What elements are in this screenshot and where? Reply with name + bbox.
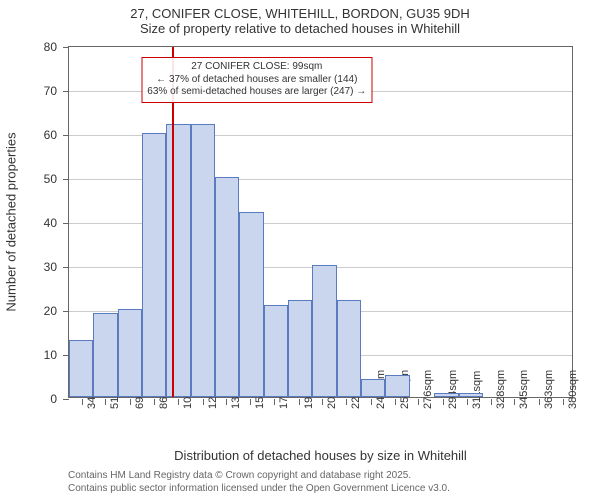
plot-area: 0102030405060708034sqm51sqm69sqm86sqm103… — [68, 46, 573, 398]
x-tick — [443, 399, 444, 405]
histogram-bar — [264, 305, 288, 397]
y-tick-label: 20 — [44, 304, 69, 318]
x-tick — [371, 399, 372, 405]
histogram-bar — [69, 340, 93, 397]
annotation-line: 63% of semi-detached houses are larger (… — [147, 86, 366, 99]
annotation-box: 27 CONIFER CLOSE: 99sqm← 37% of detached… — [141, 57, 372, 103]
chart-container: 27, CONIFER CLOSE, WHITEHILL, BORDON, GU… — [0, 0, 600, 500]
x-tick-label: 276sqm — [422, 370, 434, 409]
x-tick — [467, 399, 468, 405]
histogram-bar — [239, 212, 263, 397]
x-tick — [491, 399, 492, 405]
x-tick — [130, 399, 131, 405]
x-tick — [322, 399, 323, 405]
histogram-bar — [312, 265, 336, 397]
x-tick-label: 294sqm — [447, 370, 459, 409]
histogram-bar — [166, 124, 190, 397]
x-tick — [563, 399, 564, 405]
histogram-bar — [361, 379, 385, 397]
histogram-bar — [288, 300, 312, 397]
y-tick-label: 50 — [44, 172, 69, 186]
x-tick — [395, 399, 396, 405]
x-tick-label: 311sqm — [471, 371, 483, 409]
histogram-bar — [215, 177, 239, 397]
x-tick — [178, 399, 179, 405]
y-tick-label: 70 — [44, 84, 69, 98]
y-tick-label: 60 — [44, 128, 69, 142]
x-tick — [539, 399, 540, 405]
x-tick — [82, 399, 83, 405]
y-tick-label: 10 — [44, 348, 69, 362]
title-line-1: 27, CONIFER CLOSE, WHITEHILL, BORDON, GU… — [0, 6, 600, 21]
y-tick-label: 30 — [44, 260, 69, 274]
x-tick — [154, 399, 155, 405]
footer-line-1: Contains HM Land Registry data © Crown c… — [68, 470, 450, 483]
histogram-bar — [385, 375, 409, 397]
x-tick — [299, 399, 300, 405]
footer-line-2: Contains public sector information licen… — [68, 483, 450, 496]
histogram-bar — [118, 309, 142, 397]
x-tick — [346, 399, 347, 405]
x-tick-label: 363sqm — [543, 370, 555, 409]
y-tick-label: 80 — [44, 40, 69, 54]
title-line-2: Size of property relative to detached ho… — [0, 21, 600, 36]
x-tick — [226, 399, 227, 405]
x-tick-label: 328sqm — [495, 370, 507, 409]
y-tick-label: 40 — [44, 216, 69, 230]
x-tick — [105, 399, 106, 405]
x-tick — [250, 399, 251, 405]
histogram-bar — [93, 313, 117, 397]
histogram-bar — [337, 300, 361, 397]
x-tick-label: 380sqm — [567, 370, 579, 409]
chart-title: 27, CONIFER CLOSE, WHITEHILL, BORDON, GU… — [0, 6, 600, 36]
x-tick — [203, 399, 204, 405]
attribution-footer: Contains HM Land Registry data © Crown c… — [68, 470, 450, 495]
histogram-bar — [191, 124, 215, 397]
x-tick — [274, 399, 275, 405]
x-tick-label: 345sqm — [518, 370, 530, 409]
annotation-line: ← 37% of detached houses are smaller (14… — [147, 74, 366, 87]
histogram-bar — [459, 393, 483, 397]
x-tick — [418, 399, 419, 405]
y-axis-title: Number of detached properties — [4, 132, 19, 311]
y-tick-label: 0 — [50, 392, 69, 406]
histogram-bar — [434, 393, 458, 397]
annotation-line: 27 CONIFER CLOSE: 99sqm — [147, 61, 366, 74]
x-tick — [514, 399, 515, 405]
histogram-bar — [142, 133, 166, 397]
x-axis-title: Distribution of detached houses by size … — [68, 448, 573, 463]
